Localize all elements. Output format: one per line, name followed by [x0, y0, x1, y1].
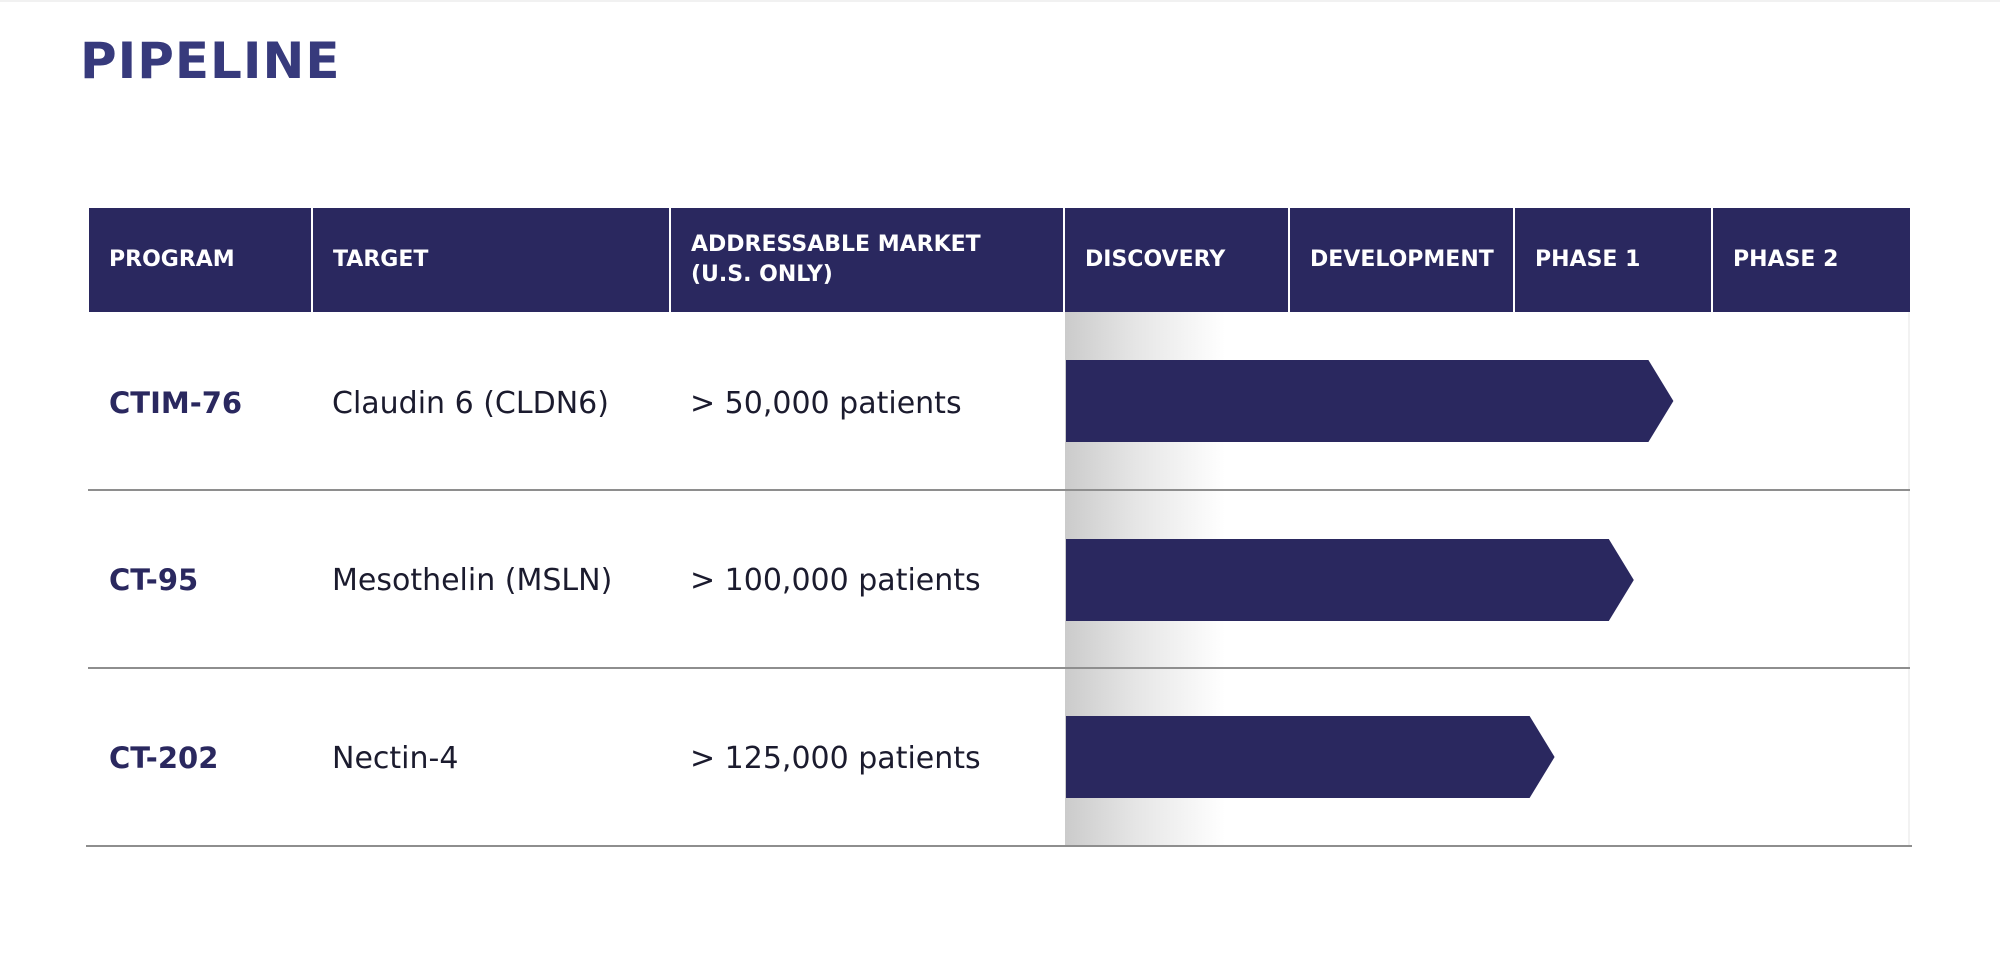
program-name: CTIM-76 — [109, 386, 243, 420]
column-header-program: PROGRAM — [89, 208, 311, 312]
top-border — [0, 0, 2000, 2]
column-header-target: TARGET — [313, 208, 669, 312]
progress-arrow-ctim-76 — [1066, 360, 1674, 442]
column-header-phase-2: PHASE 2 — [1713, 208, 1910, 312]
target-name: Mesothelin (MSLN) — [332, 563, 613, 598]
target-name: Claudin 6 (CLDN6) — [332, 386, 609, 421]
progress-arrow-ct-202 — [1066, 716, 1555, 798]
column-header-addressable-market: ADDRESSABLE MARKET (U.S. ONLY) — [671, 208, 1063, 312]
column-header-development: DEVELOPMENT — [1290, 208, 1513, 312]
program-name: CT-95 — [109, 563, 199, 597]
row-divider — [88, 667, 1910, 669]
row-divider — [88, 489, 1910, 491]
addressable-market-value: > 50,000 patients — [690, 386, 962, 421]
program-name: CT-202 — [109, 741, 219, 775]
addressable-market-value: > 100,000 patients — [690, 563, 981, 598]
progress-arrow-ct-95 — [1066, 539, 1634, 621]
target-name: Nectin-4 — [332, 741, 459, 776]
table-right-edge — [1908, 312, 1910, 846]
column-header-phase-1: PHASE 1 — [1515, 208, 1711, 312]
row-divider — [86, 845, 1912, 847]
addressable-market-value: > 125,000 patients — [690, 741, 981, 776]
page-title: PIPELINE — [80, 32, 341, 90]
column-header-discovery: DISCOVERY — [1065, 208, 1288, 312]
